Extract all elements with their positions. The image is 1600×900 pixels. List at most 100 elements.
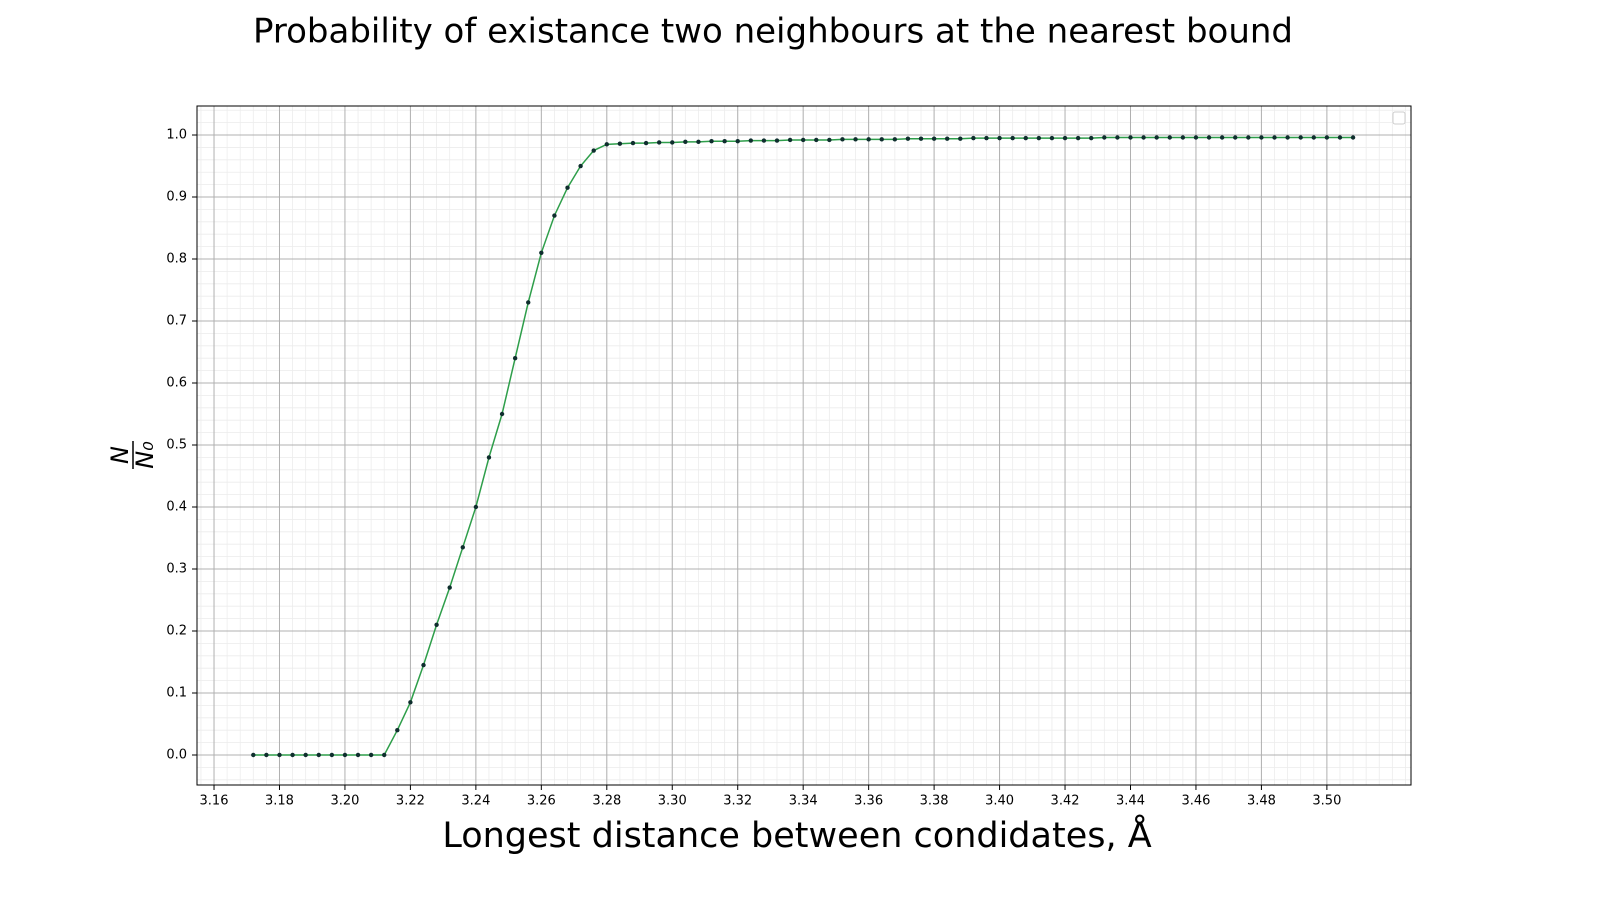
data-point xyxy=(643,140,649,146)
data-point xyxy=(1115,135,1120,140)
data-point xyxy=(499,411,505,417)
data-point xyxy=(512,356,518,361)
data-point xyxy=(1272,135,1277,140)
x-tick-label: 3.42 xyxy=(1051,794,1080,809)
data-point xyxy=(342,752,348,758)
x-tick-label: 3.20 xyxy=(330,794,359,809)
data-point xyxy=(1141,135,1146,140)
y-tick-label: 0.5 xyxy=(166,438,187,453)
data-point xyxy=(905,136,911,141)
plot xyxy=(251,135,1356,758)
data-point xyxy=(748,138,754,143)
data-point xyxy=(1128,135,1133,140)
y-tick-label: 0.1 xyxy=(166,685,187,700)
x-tick-label: 3.32 xyxy=(723,794,752,809)
data-point xyxy=(879,137,884,142)
data-point xyxy=(421,662,426,668)
data-point xyxy=(1285,135,1290,140)
data-point xyxy=(735,139,740,144)
data-point xyxy=(958,136,963,141)
y-tick-label: 0.7 xyxy=(166,314,187,329)
data-point xyxy=(460,545,465,550)
data-point xyxy=(277,752,282,758)
data-point xyxy=(997,135,1002,141)
data-point xyxy=(1010,135,1015,141)
y-tick-label: 0.3 xyxy=(166,561,187,576)
data-point xyxy=(1167,135,1172,140)
data-point xyxy=(1311,135,1316,140)
y-label-denominator: N₀ xyxy=(131,441,159,469)
legend-box xyxy=(1392,111,1406,125)
data-point xyxy=(630,140,636,146)
data-point xyxy=(1036,135,1042,141)
data-point xyxy=(892,137,898,142)
data-point xyxy=(1337,135,1343,140)
data-point xyxy=(290,752,295,758)
x-tick-label: 3.34 xyxy=(789,794,818,809)
data-point xyxy=(617,141,623,146)
data-point xyxy=(1298,135,1303,140)
data-point xyxy=(656,140,662,145)
data-point xyxy=(709,139,714,144)
data-point xyxy=(984,135,989,141)
x-tick-label: 3.50 xyxy=(1312,794,1341,809)
data-point xyxy=(1180,135,1186,140)
data-point xyxy=(395,727,400,733)
y-tick-label: 0.9 xyxy=(166,190,187,205)
data-point xyxy=(368,752,374,758)
x-tick-label: 3.48 xyxy=(1247,794,1276,809)
grid xyxy=(197,106,1411,785)
data-point xyxy=(944,136,950,141)
data-point xyxy=(473,504,479,510)
data-point xyxy=(1233,135,1238,140)
data-point xyxy=(722,139,727,144)
data-point xyxy=(1193,135,1199,140)
data-point xyxy=(1259,135,1264,140)
data-point xyxy=(1075,135,1081,141)
data-point xyxy=(1350,135,1356,140)
data-point xyxy=(539,250,544,256)
data-point xyxy=(1246,135,1251,140)
y-tick-label: 0.2 xyxy=(166,623,187,638)
data-point xyxy=(774,138,780,143)
y-tick-label: 0.4 xyxy=(166,500,187,515)
data-point xyxy=(447,585,452,590)
data-point xyxy=(918,136,924,141)
y-tick-label: 0.0 xyxy=(166,747,187,762)
x-tick-label: 3.18 xyxy=(265,794,294,809)
data-point xyxy=(303,752,308,758)
data-point xyxy=(1102,135,1107,140)
data-point xyxy=(526,300,531,305)
data-point xyxy=(578,163,583,169)
data-point xyxy=(931,136,937,141)
data-point xyxy=(1062,135,1068,141)
data-point xyxy=(683,139,688,145)
data-point xyxy=(604,142,609,147)
data-point xyxy=(1089,135,1094,141)
data-point xyxy=(971,135,976,141)
data-point xyxy=(355,752,361,758)
data-point xyxy=(814,137,819,143)
y-label-numerator: N xyxy=(106,446,134,464)
x-tick-label: 3.36 xyxy=(854,794,883,809)
x-tick-label: 3.26 xyxy=(527,794,556,809)
data-point xyxy=(486,455,492,460)
data-point xyxy=(382,752,387,758)
y-axis-label: N N₀ xyxy=(106,441,159,469)
x-axis-label: Longest distance between condidates, Å xyxy=(442,813,1151,856)
data-point xyxy=(827,137,832,143)
data-point xyxy=(1219,135,1225,140)
data-point xyxy=(866,137,871,142)
data-point xyxy=(1154,135,1159,140)
data-point xyxy=(408,700,413,705)
data-point xyxy=(552,213,557,218)
data-point xyxy=(853,137,858,142)
x-tick-label: 3.24 xyxy=(461,794,490,809)
x-tick-label: 3.40 xyxy=(985,794,1014,809)
data-point xyxy=(800,137,806,143)
data-point xyxy=(696,139,701,145)
data-point xyxy=(761,138,767,143)
data-point xyxy=(251,752,256,758)
x-tick-label: 3.38 xyxy=(920,794,949,809)
